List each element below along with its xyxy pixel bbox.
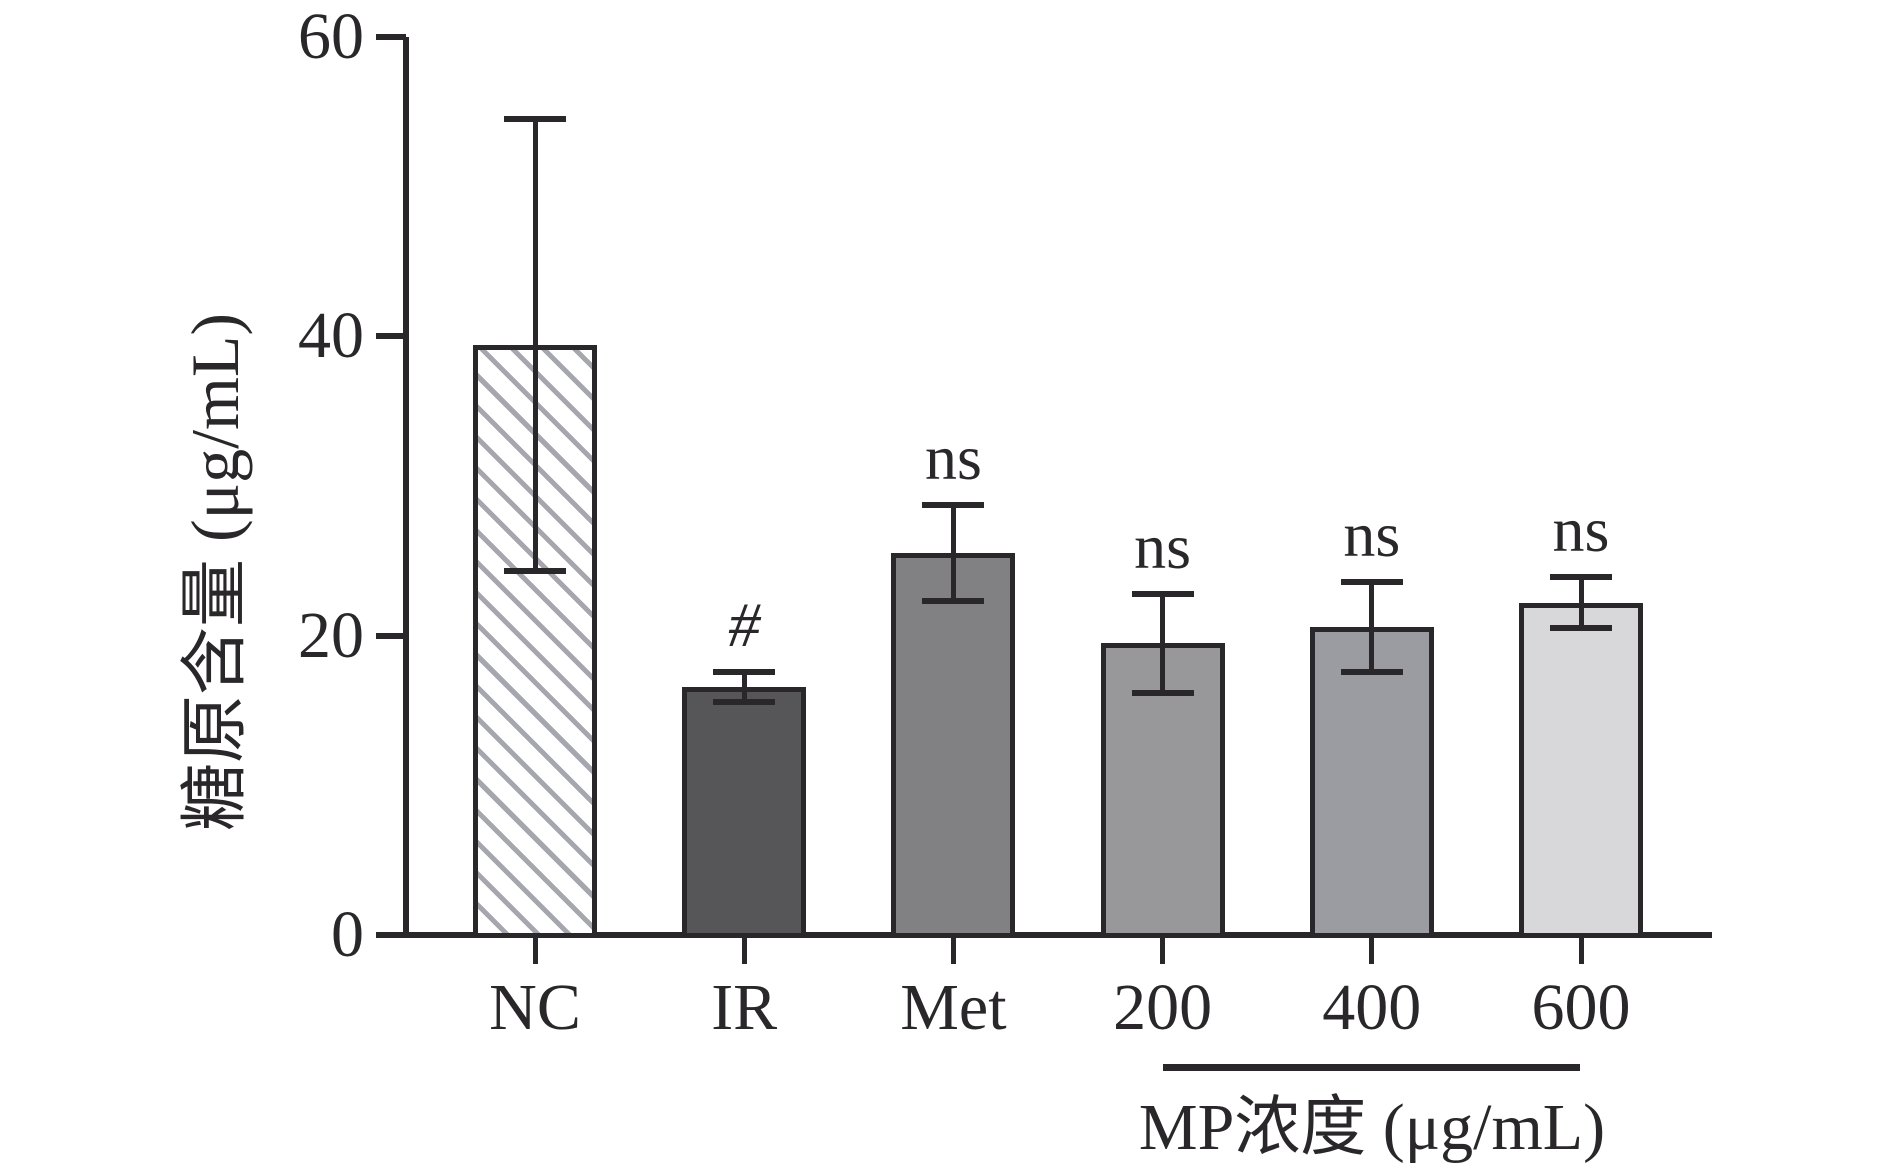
error-cap-bottom-Met: [922, 598, 985, 605]
x-tick-mark-400: [1369, 938, 1375, 964]
x-tick-mark-IR: [741, 938, 747, 964]
y-axis-label: 糖原含量 (μg/mL): [177, 312, 253, 832]
significance-label-200: ns: [1134, 510, 1192, 582]
y-axis-line: [403, 37, 409, 938]
error-bar-NC: [532, 119, 538, 572]
y-tick-mark: [376, 632, 406, 639]
error-cap-bottom-600: [1550, 625, 1612, 632]
y-tick-mark: [376, 333, 406, 340]
significance-label-IR: #: [728, 588, 761, 660]
error-bar-IR: [741, 671, 747, 702]
x-category-label-600: 600: [1531, 971, 1631, 1044]
error-cap-bottom-IR: [713, 698, 776, 705]
x-axis-line: [403, 932, 1712, 938]
error-cap-top-400: [1340, 578, 1403, 585]
x-tick-mark-NC: [532, 938, 538, 964]
x-category-label-400: 400: [1322, 971, 1422, 1044]
y-tick-mark: [376, 932, 406, 938]
x-category-label-Met: Met: [900, 971, 1007, 1044]
error-cap-top-NC: [504, 116, 566, 123]
bar-600: [1519, 602, 1643, 938]
error-cap-bottom-200: [1131, 689, 1194, 696]
mp-group-label: MP浓度 (μg/mL): [1138, 1091, 1606, 1164]
error-cap-top-IR: [713, 668, 776, 675]
error-bar-Met: [950, 505, 956, 602]
x-tick-mark-600: [1578, 938, 1584, 964]
error-bar-400: [1369, 581, 1375, 672]
error-cap-top-600: [1550, 574, 1612, 581]
significance-label-400: ns: [1343, 498, 1401, 570]
error-cap-bottom-NC: [504, 568, 566, 575]
y-tick-label: 0: [331, 898, 364, 971]
y-tick-label: 20: [298, 598, 364, 672]
bar-IR: [682, 686, 807, 938]
error-cap-bottom-400: [1340, 668, 1403, 675]
significance-label-Met: ns: [924, 422, 982, 494]
significance-label-600: ns: [1552, 494, 1610, 566]
mp-group-underline: [1163, 1064, 1580, 1071]
error-cap-top-200: [1131, 590, 1194, 597]
error-bar-600: [1578, 577, 1584, 629]
y-tick-mark: [376, 34, 406, 40]
y-tick-label: 60: [298, 0, 364, 73]
x-tick-mark-Met: [950, 938, 956, 964]
x-category-label-200: 200: [1113, 971, 1213, 1044]
y-tick-label: 40: [298, 299, 364, 373]
bar-Met: [891, 553, 1016, 938]
error-cap-top-Met: [922, 502, 985, 509]
error-bar-200: [1160, 593, 1166, 693]
x-category-label-IR: IR: [711, 971, 778, 1044]
x-tick-mark-200: [1160, 938, 1166, 964]
x-category-label-NC: NC: [489, 971, 581, 1044]
